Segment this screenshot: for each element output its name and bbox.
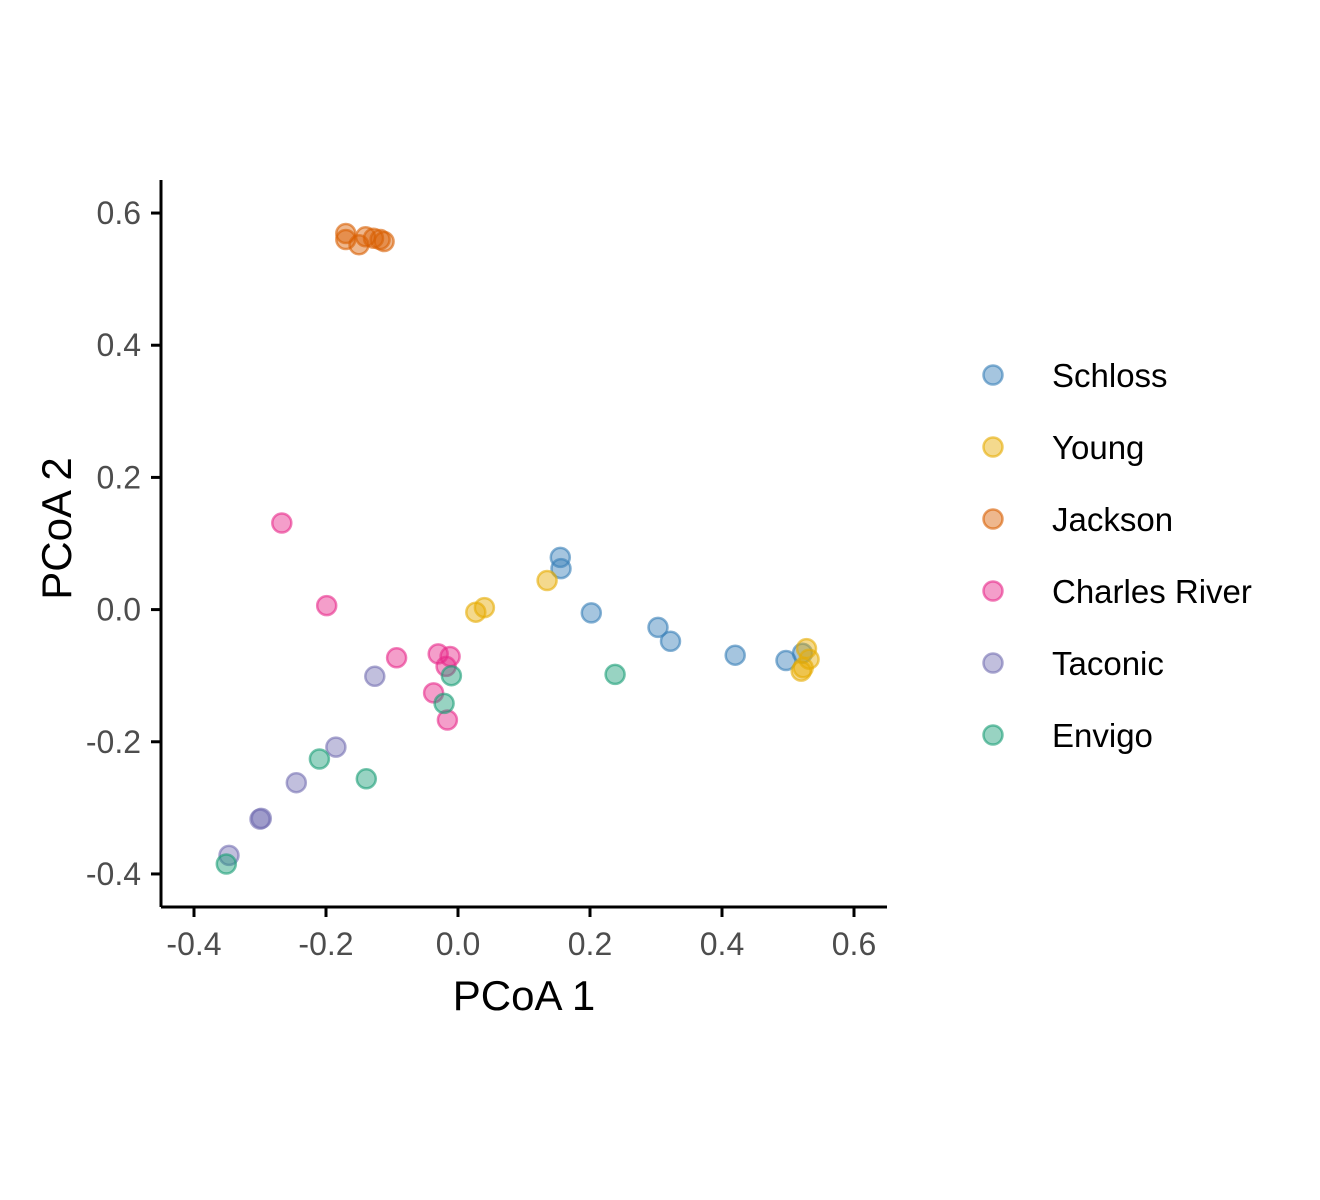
points-layer xyxy=(215,222,820,875)
legend-label: Jackson xyxy=(1052,501,1173,538)
series-schloss xyxy=(549,546,814,672)
data-point xyxy=(440,664,463,687)
data-point xyxy=(724,644,746,666)
data-point xyxy=(385,647,408,669)
legend-key xyxy=(982,436,1004,458)
data-point xyxy=(355,768,378,790)
data-point xyxy=(580,602,603,624)
data-point xyxy=(315,594,338,617)
series-young xyxy=(465,569,820,682)
legend-label: Charles River xyxy=(1052,573,1252,610)
data-point xyxy=(250,807,273,830)
legend-item: Envigo xyxy=(982,717,1153,754)
y-tick-label: 0.0 xyxy=(97,592,141,628)
data-point xyxy=(433,692,455,715)
data-point xyxy=(473,596,496,619)
legend-item: Schloss xyxy=(982,357,1168,394)
x-tick-label: -0.4 xyxy=(166,926,221,962)
legend-key xyxy=(982,652,1004,674)
legend-item: Charles River xyxy=(982,573,1252,610)
data-point xyxy=(373,230,395,253)
data-point xyxy=(647,616,669,639)
legend-item: Jackson xyxy=(982,501,1173,538)
y-tick-label: 0.6 xyxy=(97,195,141,231)
x-tick-label: 0.4 xyxy=(700,926,744,962)
x-tick-label: -0.2 xyxy=(298,926,353,962)
y-tick-label: 0.4 xyxy=(97,327,141,363)
data-point xyxy=(536,569,558,592)
legend-key xyxy=(982,508,1004,530)
axes: -0.4 -0.2 0.0 0.2 0.4 0.6 -0.4 -0.2 0.0 0.2 0.4 0.6 xyxy=(86,180,887,962)
legend-key xyxy=(982,580,1004,602)
data-point xyxy=(550,557,572,580)
legend-item: Young xyxy=(982,429,1144,466)
data-point xyxy=(792,657,814,679)
series-jackson xyxy=(335,222,395,256)
data-point xyxy=(659,630,682,653)
y-tick-label: 0.2 xyxy=(97,459,141,495)
data-point xyxy=(364,665,386,688)
legend-key xyxy=(982,724,1004,746)
legend-item: Taconic xyxy=(982,645,1164,682)
legend-label: Young xyxy=(1052,429,1144,466)
series-charles-river xyxy=(271,512,461,731)
x-axis-title: PCoA 1 xyxy=(453,972,595,1019)
x-tick-label: 0.2 xyxy=(568,926,612,962)
y-tick-label: -0.2 xyxy=(86,724,141,760)
legend-label: Envigo xyxy=(1052,717,1153,754)
y-axis-title: PCoA 2 xyxy=(33,457,80,599)
legend: Schloss Young Jackson Charles River Taconic E… xyxy=(982,357,1252,754)
data-point xyxy=(436,709,459,731)
legend-label: Taconic xyxy=(1052,645,1164,682)
x-tick-label: 0.0 xyxy=(436,926,480,962)
series-envigo xyxy=(215,663,626,875)
data-point xyxy=(308,748,331,770)
y-tick-label: -0.4 xyxy=(86,856,141,892)
x-tick-label: 0.6 xyxy=(832,926,876,962)
data-point xyxy=(271,512,293,534)
data-point xyxy=(604,663,626,686)
data-point xyxy=(215,853,238,875)
series-taconic xyxy=(218,665,386,867)
data-point xyxy=(285,771,308,794)
legend-key xyxy=(982,364,1004,386)
data-point xyxy=(325,736,347,758)
legend-label: Schloss xyxy=(1052,357,1168,394)
